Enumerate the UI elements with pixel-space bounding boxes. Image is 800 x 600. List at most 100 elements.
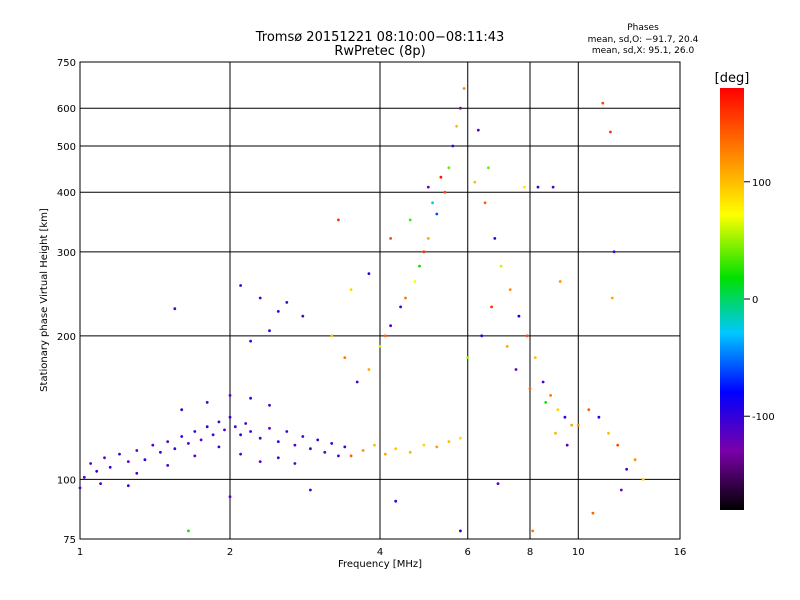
data-point bbox=[151, 443, 155, 447]
data-point bbox=[349, 454, 353, 458]
data-point bbox=[367, 272, 371, 275]
chart-title: Tromsø 20151221 08:10:00−08:11:43 bbox=[255, 30, 505, 45]
y-axis-label: Stationary phase Virtual Height [km] bbox=[39, 208, 50, 392]
y-tick-label: 75 bbox=[63, 535, 76, 546]
data-point bbox=[285, 430, 289, 433]
data-point bbox=[533, 356, 537, 359]
data-point bbox=[554, 431, 557, 435]
data-point bbox=[570, 423, 574, 427]
data-point bbox=[399, 305, 402, 309]
data-point bbox=[514, 368, 518, 371]
data-point bbox=[187, 529, 190, 533]
data-point bbox=[493, 237, 497, 240]
data-point bbox=[82, 475, 86, 479]
chart-subtitle: RwPretec (8p) bbox=[334, 44, 425, 59]
data-point bbox=[330, 442, 334, 445]
x-tick-label: 4 bbox=[377, 547, 383, 558]
data-point bbox=[476, 128, 480, 132]
data-point bbox=[373, 443, 376, 447]
data-point bbox=[394, 499, 398, 503]
colorbar bbox=[720, 88, 744, 510]
data-point bbox=[343, 356, 347, 359]
data-point bbox=[244, 422, 248, 425]
data-point bbox=[597, 415, 601, 419]
data-point bbox=[228, 394, 232, 397]
data-point bbox=[499, 264, 503, 268]
data-point bbox=[337, 218, 340, 222]
data-point bbox=[118, 452, 121, 456]
data-point bbox=[541, 380, 545, 384]
data-point bbox=[301, 314, 305, 318]
data-point bbox=[616, 443, 620, 447]
data-point bbox=[525, 334, 529, 338]
data-point bbox=[517, 314, 521, 318]
x-tick-label: 8 bbox=[527, 547, 533, 558]
data-point bbox=[531, 529, 535, 533]
data-point bbox=[389, 324, 392, 328]
data-point bbox=[268, 403, 271, 407]
data-point bbox=[249, 430, 253, 433]
data-point bbox=[549, 394, 552, 397]
x-tick-label: 6 bbox=[465, 547, 471, 558]
data-point bbox=[239, 433, 243, 437]
x-tick-label: 1 bbox=[77, 547, 83, 558]
data-point bbox=[173, 447, 177, 451]
data-point bbox=[633, 458, 637, 462]
data-point bbox=[239, 284, 243, 287]
data-point bbox=[205, 401, 209, 404]
data-point bbox=[211, 433, 215, 437]
y-tick-label: 100 bbox=[57, 475, 76, 486]
data-point bbox=[173, 307, 177, 311]
data-point bbox=[496, 482, 500, 485]
x-axis-label: Frequency [MHz] bbox=[338, 559, 422, 570]
data-point bbox=[408, 218, 412, 222]
x-tick-label: 2 bbox=[227, 547, 233, 558]
data-point bbox=[217, 420, 221, 424]
data-point bbox=[166, 464, 170, 467]
data-point bbox=[431, 201, 434, 205]
data-point bbox=[408, 450, 412, 454]
data-point bbox=[443, 190, 447, 194]
data-point bbox=[383, 452, 387, 456]
data-point bbox=[607, 431, 610, 435]
data-point bbox=[135, 471, 139, 475]
data-point bbox=[367, 368, 371, 371]
data-point bbox=[187, 442, 190, 445]
y-tick-label: 400 bbox=[57, 188, 76, 199]
data-point bbox=[349, 288, 353, 291]
colorbar-tick-label: 100 bbox=[752, 178, 771, 189]
data-point bbox=[487, 166, 490, 170]
data-point bbox=[293, 443, 297, 447]
data-point bbox=[565, 443, 569, 447]
data-point bbox=[422, 443, 426, 447]
data-point bbox=[276, 310, 280, 313]
data-point bbox=[383, 334, 387, 338]
colorbar-tick-label: 0 bbox=[752, 295, 758, 306]
data-point bbox=[249, 396, 253, 400]
data-point bbox=[551, 185, 555, 189]
data-point bbox=[459, 436, 462, 440]
data-point bbox=[95, 469, 99, 473]
data-point bbox=[389, 237, 392, 240]
data-point bbox=[199, 438, 203, 442]
data-point bbox=[625, 467, 628, 471]
y-tick-labels: 75 100 200 300 400 500 600 750 bbox=[57, 58, 76, 546]
data-point bbox=[426, 237, 430, 240]
data-point bbox=[323, 450, 327, 454]
x-tick-labels: 1 2 4 6 8 10 16 bbox=[77, 547, 687, 558]
data-point bbox=[180, 408, 184, 412]
data-point bbox=[309, 447, 312, 451]
data-point bbox=[459, 529, 462, 533]
x-tick-label: 16 bbox=[674, 547, 687, 558]
data-point bbox=[591, 511, 595, 515]
data-point bbox=[490, 305, 493, 309]
colorbar-ticks: 100 0 -100 bbox=[744, 178, 775, 423]
y-tick-label: 200 bbox=[57, 332, 76, 343]
legend-line-x: mean, sd,X: 95.1, 26.0 bbox=[592, 46, 695, 56]
data-point bbox=[536, 185, 540, 189]
data-point bbox=[609, 130, 612, 134]
data-point bbox=[462, 87, 466, 90]
data-point bbox=[439, 175, 443, 179]
data-point bbox=[610, 296, 614, 300]
